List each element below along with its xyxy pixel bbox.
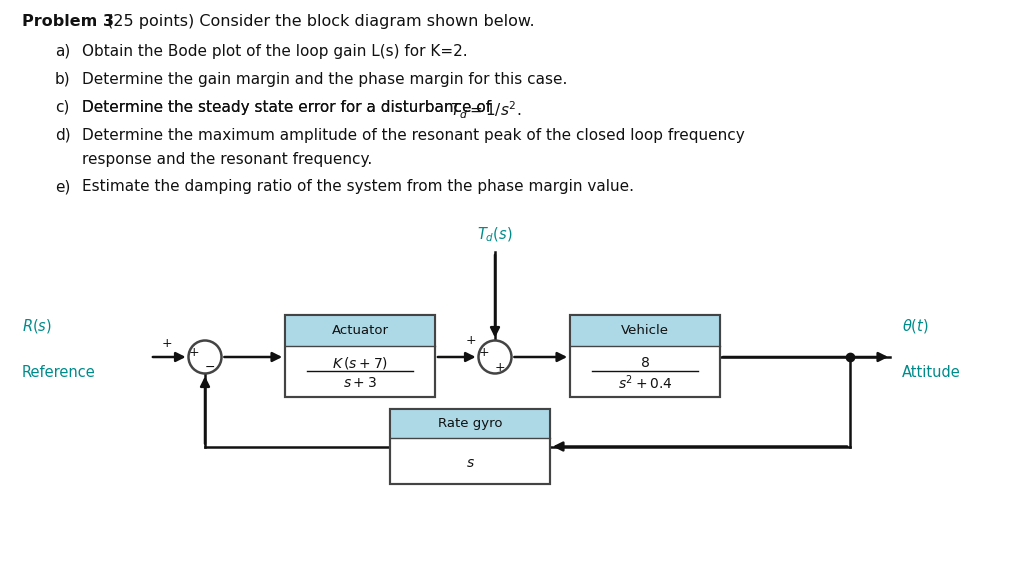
Text: Rate gyro: Rate gyro [437, 417, 502, 430]
Text: +: + [465, 334, 476, 347]
Text: $T_d(s)$: $T_d(s)$ [477, 225, 513, 244]
Text: +: + [189, 346, 200, 359]
Text: Attitude: Attitude [902, 365, 961, 380]
Text: $s+3$: $s+3$ [343, 376, 377, 390]
Bar [390, 409, 550, 437]
Text: Vehicle: Vehicle [621, 324, 669, 337]
Text: Problem 3: Problem 3 [22, 14, 114, 29]
Text: a): a) [55, 44, 71, 59]
Text: Determine the gain margin and the phase margin for this case.: Determine the gain margin and the phase … [82, 72, 567, 87]
Text: response and the resonant frequency.: response and the resonant frequency. [82, 152, 373, 167]
Text: $R(s)$: $R(s)$ [22, 317, 52, 335]
Bar [285, 315, 435, 397]
Text: e): e) [55, 179, 71, 194]
Text: d): d) [55, 128, 71, 143]
Bar [390, 409, 550, 484]
Text: $s^2+0.4$: $s^2+0.4$ [617, 374, 673, 392]
Bar [285, 315, 435, 346]
Bar [570, 315, 720, 397]
Text: Actuator: Actuator [332, 324, 388, 337]
Circle shape [478, 341, 512, 374]
Bar [285, 315, 435, 397]
Text: $K\,(s+7)$: $K\,(s+7)$ [332, 355, 388, 370]
Text: Determine the steady state error for a disturbance of: Determine the steady state error for a d… [82, 100, 496, 115]
Text: Determine the maximum amplitude of the resonant peak of the closed loop frequenc: Determine the maximum amplitude of the r… [82, 128, 744, 143]
Text: $T_d=1/s^2$.: $T_d=1/s^2$. [451, 100, 521, 121]
Text: Reference: Reference [22, 365, 96, 380]
Text: b): b) [55, 72, 71, 87]
Text: c): c) [55, 100, 70, 115]
Text: $s$: $s$ [466, 456, 474, 470]
Text: −: − [205, 361, 215, 374]
Text: Determine the steady state error for a disturbance of: Determine the steady state error for a d… [82, 100, 496, 115]
Text: Obtain the Bode plot of the loop gain L(s) for K=2.: Obtain the Bode plot of the loop gain L(… [82, 44, 468, 59]
Text: +: + [495, 361, 505, 374]
Text: +: + [162, 337, 173, 350]
Bar [570, 315, 720, 346]
Text: (25 points) Consider the block diagram shown below.: (25 points) Consider the block diagram s… [102, 14, 535, 29]
Bar [390, 409, 550, 484]
Text: $8$: $8$ [640, 356, 650, 370]
Circle shape [188, 341, 221, 374]
Text: $\theta(t)$: $\theta(t)$ [902, 317, 929, 335]
Text: +: + [479, 346, 489, 359]
Text: Estimate the damping ratio of the system from the phase margin value.: Estimate the damping ratio of the system… [82, 179, 634, 194]
Bar [570, 315, 720, 397]
